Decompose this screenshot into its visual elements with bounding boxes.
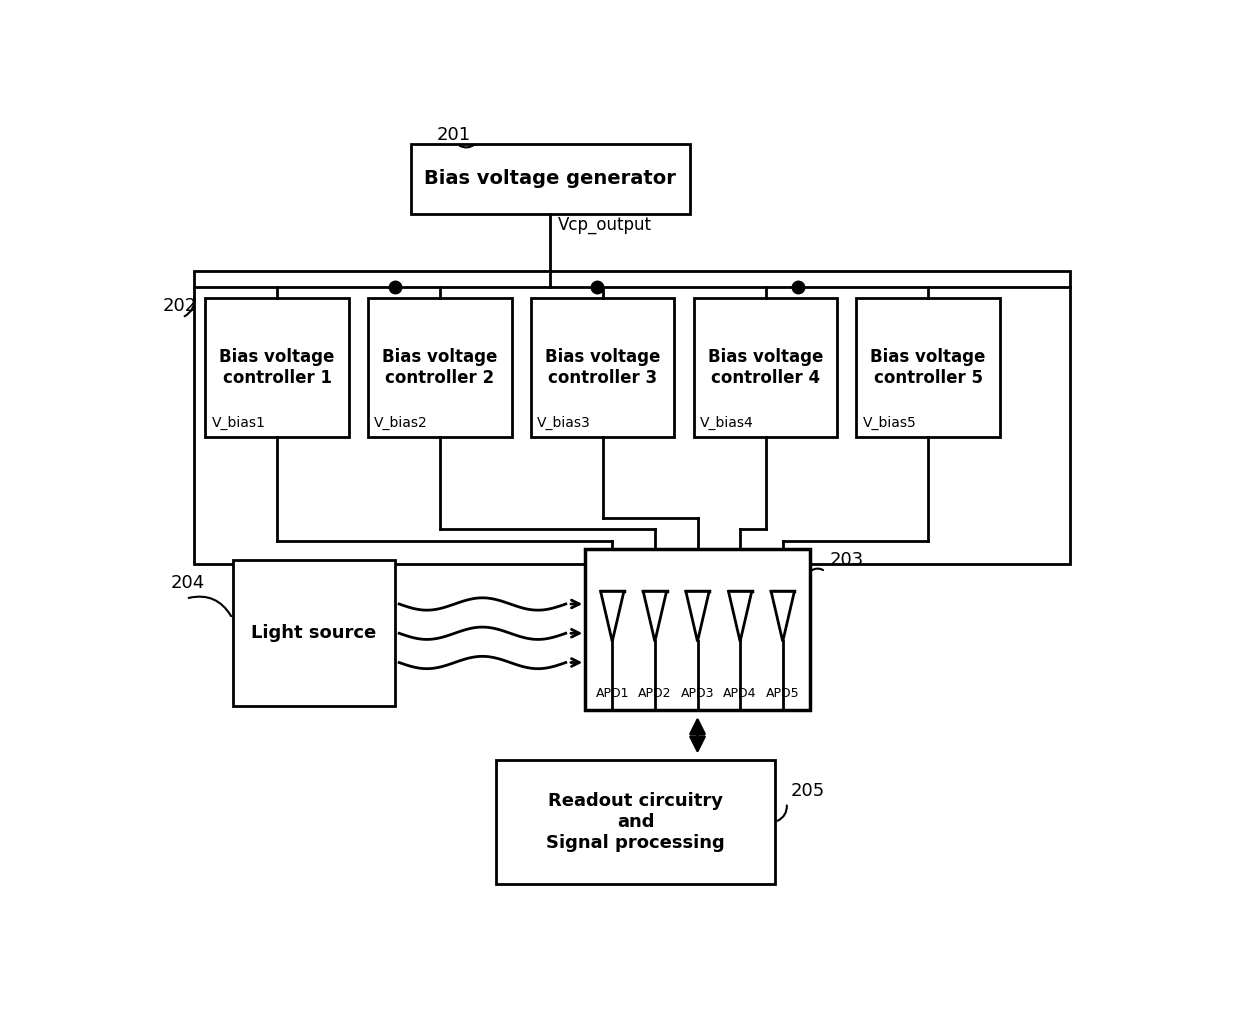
Text: V_bias3: V_bias3 xyxy=(537,416,590,430)
Bar xyxy=(693,298,837,437)
Text: Light source: Light source xyxy=(252,624,377,642)
Polygon shape xyxy=(644,592,667,641)
Text: Bias voltage
controller 4: Bias voltage controller 4 xyxy=(708,348,823,387)
Text: 202: 202 xyxy=(162,297,197,315)
Text: 204: 204 xyxy=(171,575,205,592)
Text: V_bias2: V_bias2 xyxy=(374,416,428,430)
Polygon shape xyxy=(600,592,624,641)
Bar xyxy=(206,298,348,437)
Text: V_bias4: V_bias4 xyxy=(699,416,754,430)
Text: Bias voltage
controller 2: Bias voltage controller 2 xyxy=(382,348,497,387)
Bar xyxy=(233,561,396,706)
Bar xyxy=(193,272,1069,564)
Text: V_bias1: V_bias1 xyxy=(212,416,265,430)
Bar xyxy=(410,144,689,213)
Text: Readout circuitry
and
Signal processing: Readout circuitry and Signal processing xyxy=(546,792,725,851)
Bar xyxy=(368,298,511,437)
Text: Bias voltage
controller 3: Bias voltage controller 3 xyxy=(544,348,660,387)
Bar xyxy=(585,548,810,710)
Text: Bias voltage generator: Bias voltage generator xyxy=(424,170,676,189)
Bar xyxy=(857,298,999,437)
Text: 205: 205 xyxy=(791,782,825,800)
Text: APD5: APD5 xyxy=(766,687,800,700)
Text: Vcp_output: Vcp_output xyxy=(558,216,652,234)
Text: APD3: APD3 xyxy=(681,687,714,700)
Bar xyxy=(531,298,675,437)
Bar xyxy=(496,761,775,884)
Polygon shape xyxy=(729,592,751,641)
Text: V_bias5: V_bias5 xyxy=(863,416,916,430)
Text: 201: 201 xyxy=(436,126,470,144)
Text: Bias voltage
controller 1: Bias voltage controller 1 xyxy=(219,348,335,387)
Text: APD2: APD2 xyxy=(639,687,672,700)
Polygon shape xyxy=(686,592,709,641)
Text: APD4: APD4 xyxy=(723,687,756,700)
Text: APD1: APD1 xyxy=(595,687,629,700)
Text: 203: 203 xyxy=(830,551,863,569)
Polygon shape xyxy=(771,592,795,641)
Text: Bias voltage
controller 5: Bias voltage controller 5 xyxy=(870,348,986,387)
